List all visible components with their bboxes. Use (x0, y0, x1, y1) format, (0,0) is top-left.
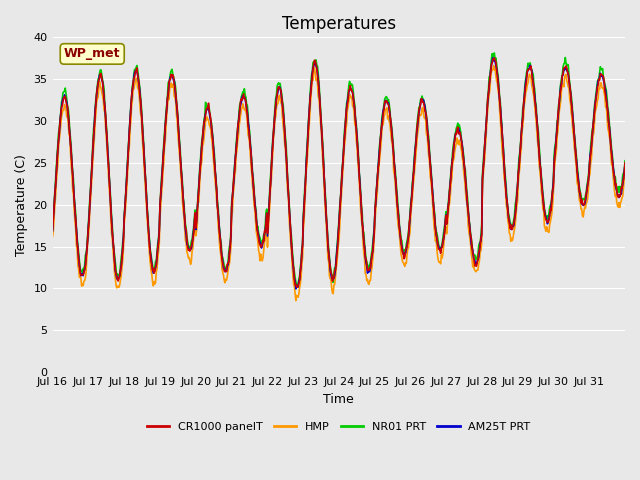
CR1000 panelT (621, 160, 629, 166)
HMP (621, 173, 629, 179)
Line: NR01 PRT: NR01 PRT (52, 53, 625, 286)
HMP (221, 280, 228, 286)
AM25T PRT (431, 217, 438, 223)
AM25T PRT (399, 249, 406, 254)
NR01 PRT (271, 104, 279, 109)
AM25T PRT (621, 162, 629, 168)
Line: AM25T PRT: AM25T PRT (52, 58, 625, 289)
NR01 PRT (621, 158, 629, 164)
Legend: CR1000 panelT, HMP, NR01 PRT, AM25T PRT: CR1000 panelT, HMP, NR01 PRT, AM25T PRT (143, 418, 535, 437)
CR1000 panelT (49, 227, 56, 233)
Line: CR1000 panelT: CR1000 panelT (52, 58, 625, 287)
HMP (292, 298, 300, 303)
HMP (250, 190, 257, 196)
HMP (431, 229, 438, 235)
HMP (49, 234, 56, 240)
CR1000 panelT (399, 250, 406, 255)
HMP (399, 259, 406, 265)
Title: Temperatures: Temperatures (282, 15, 396, 33)
HMP (271, 116, 279, 122)
NR01 PRT (116, 273, 124, 279)
NR01 PRT (431, 210, 438, 216)
CR1000 panelT (250, 181, 257, 187)
NR01 PRT (490, 50, 498, 56)
NR01 PRT (221, 264, 228, 270)
Line: HMP: HMP (52, 66, 625, 300)
HMP (116, 282, 124, 288)
NR01 PRT (294, 283, 301, 289)
AM25T PRT (271, 109, 279, 115)
AM25T PRT (489, 55, 497, 60)
CR1000 panelT (221, 268, 228, 274)
CR1000 panelT (271, 109, 279, 115)
NR01 PRT (49, 225, 56, 231)
HMP (490, 63, 497, 69)
AM25T PRT (116, 272, 124, 278)
CR1000 panelT (294, 284, 301, 290)
CR1000 panelT (431, 216, 438, 222)
AM25T PRT (49, 228, 56, 234)
Text: WP_met: WP_met (64, 48, 120, 60)
AM25T PRT (292, 286, 300, 292)
CR1000 panelT (490, 55, 498, 61)
NR01 PRT (250, 176, 257, 182)
CR1000 panelT (116, 273, 124, 279)
Y-axis label: Temperature (C): Temperature (C) (15, 154, 28, 256)
NR01 PRT (399, 245, 406, 251)
AM25T PRT (221, 269, 228, 275)
X-axis label: Time: Time (323, 393, 354, 406)
AM25T PRT (250, 183, 257, 189)
